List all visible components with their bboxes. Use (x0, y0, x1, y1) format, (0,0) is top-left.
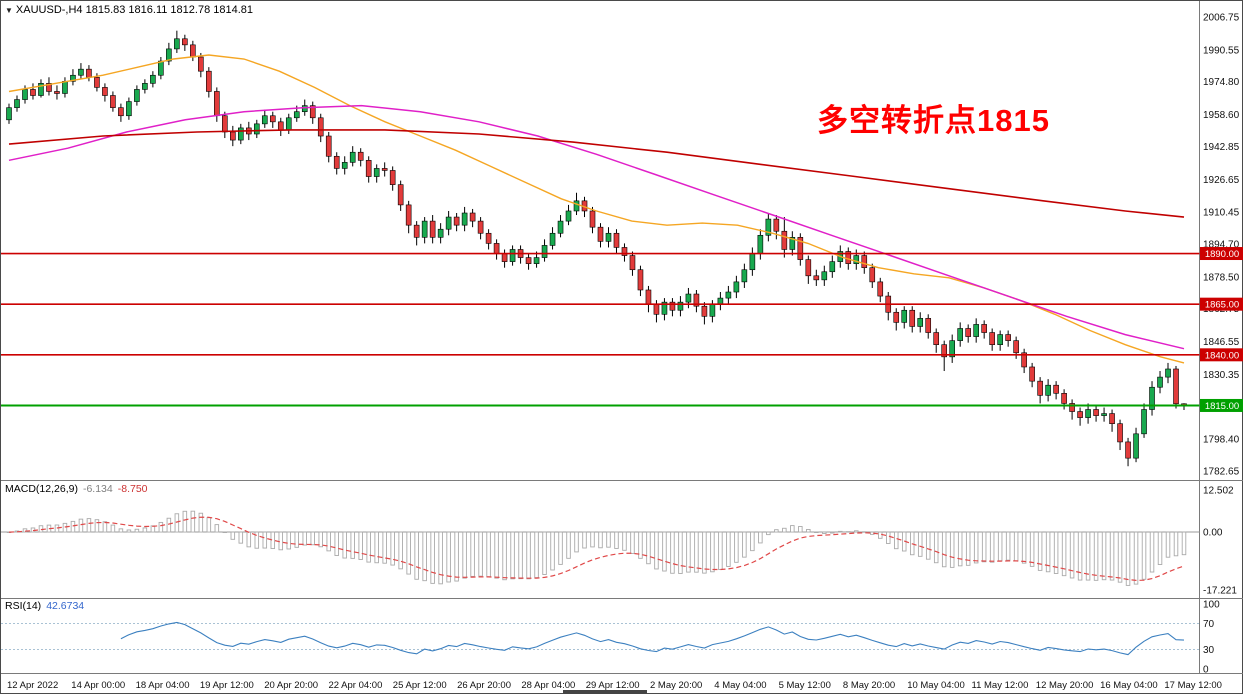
time-axis-label: 8 May 20:00 (843, 680, 895, 691)
macd-signal-value: -8.750 (117, 483, 148, 495)
time-axis-label: 18 Apr 04:00 (136, 680, 190, 691)
svg-text:1990.55: 1990.55 (1203, 45, 1240, 56)
time-axis-label: 11 May 12:00 (972, 680, 1029, 691)
svg-text:1830.35: 1830.35 (1203, 370, 1240, 381)
time-axis-label: 14 Apr 00:00 (71, 680, 125, 691)
svg-text:1878.50: 1878.50 (1203, 272, 1240, 283)
rsi-name: RSI(14) (5, 600, 42, 612)
level-price-badge (1200, 348, 1243, 362)
time-axis-label: 5 May 12:00 (779, 680, 831, 691)
svg-text:2006.75: 2006.75 (1203, 13, 1240, 24)
time-axis-label: 12 Apr 2022 (7, 680, 58, 691)
macd-signal-line (8, 516, 1185, 582)
svg-text:1926.65: 1926.65 (1203, 175, 1240, 186)
time-axis-label: 20 Apr 20:00 (264, 680, 318, 691)
svg-text:0: 0 (1203, 665, 1209, 676)
level-price-badge (1200, 398, 1243, 412)
svg-text:1846.55: 1846.55 (1203, 337, 1240, 348)
ma-slow-red (8, 129, 1185, 218)
svg-text:100: 100 (1203, 600, 1220, 611)
symbol-header: ▼ XAUUSD-,H4 1815.83 1816.11 1812.78 1814… (5, 4, 253, 16)
svg-text:1894.70: 1894.70 (1203, 240, 1240, 251)
svg-text:-17.221: -17.221 (1203, 586, 1237, 597)
svg-text:1840.00: 1840.00 (1205, 350, 1239, 361)
horizontal-scrollbar-thumb[interactable] (563, 690, 647, 694)
ma-mid-magenta (8, 104, 1185, 350)
collapse-arrow-icon[interactable]: ▼ (5, 6, 13, 15)
time-axis-label: 4 May 04:00 (714, 680, 766, 691)
svg-text:1942.85: 1942.85 (1203, 142, 1240, 153)
svg-text:70: 70 (1203, 619, 1215, 630)
svg-text:12.502: 12.502 (1203, 486, 1234, 497)
svg-text:1910.45: 1910.45 (1203, 208, 1240, 219)
time-axis-label: 16 May 04:00 (1100, 680, 1158, 691)
rsi-value: 42.6734 (46, 600, 85, 612)
svg-text:1890.00: 1890.00 (1205, 249, 1239, 260)
macd-indicator-label: MACD(12,26,9) -6.134 -8.750 (5, 483, 148, 495)
time-axis-label: 29 Apr 12:00 (586, 680, 640, 691)
svg-text:0.00: 0.00 (1203, 528, 1223, 539)
time-axis-label: 28 Apr 04:00 (521, 680, 575, 691)
svg-text:1815.00: 1815.00 (1205, 401, 1239, 412)
time-axis-label: 12 May 20:00 (1036, 680, 1094, 691)
ohlc-values: 1815.83 1816.11 1812.78 1814.81 (85, 4, 254, 16)
time-axis-label: 26 Apr 20:00 (457, 680, 511, 691)
rsi-line (120, 621, 1185, 656)
svg-text:1974.80: 1974.80 (1203, 77, 1240, 88)
time-axis-label: 10 May 04:00 (907, 680, 965, 691)
time-axis-label: 2 May 20:00 (650, 680, 702, 691)
svg-text:1782.65: 1782.65 (1203, 467, 1240, 478)
svg-text:1798.40: 1798.40 (1203, 435, 1240, 446)
svg-text:30: 30 (1203, 645, 1215, 656)
rsi-indicator-label: RSI(14) 42.6734 (5, 600, 84, 612)
time-axis-label: 25 Apr 12:00 (393, 680, 447, 691)
time-axis-label: 19 Apr 12:00 (200, 680, 254, 691)
chart-annotation: 多空转折点1815 (817, 103, 1050, 138)
symbol-timeframe-label: XAUUSD-,H4 (15, 4, 83, 16)
time-axis-label: 17 May 12:00 (1164, 680, 1222, 691)
level-price-badge (1200, 297, 1243, 311)
macd-main-value: -6.134 (82, 483, 113, 495)
macd-name: MACD(12,26,9) (5, 483, 78, 495)
svg-text:1958.60: 1958.60 (1203, 110, 1240, 121)
level-price-badge (1200, 247, 1243, 261)
svg-text:1865.00: 1865.00 (1205, 300, 1239, 311)
time-axis-label: 22 Apr 04:00 (329, 680, 383, 691)
